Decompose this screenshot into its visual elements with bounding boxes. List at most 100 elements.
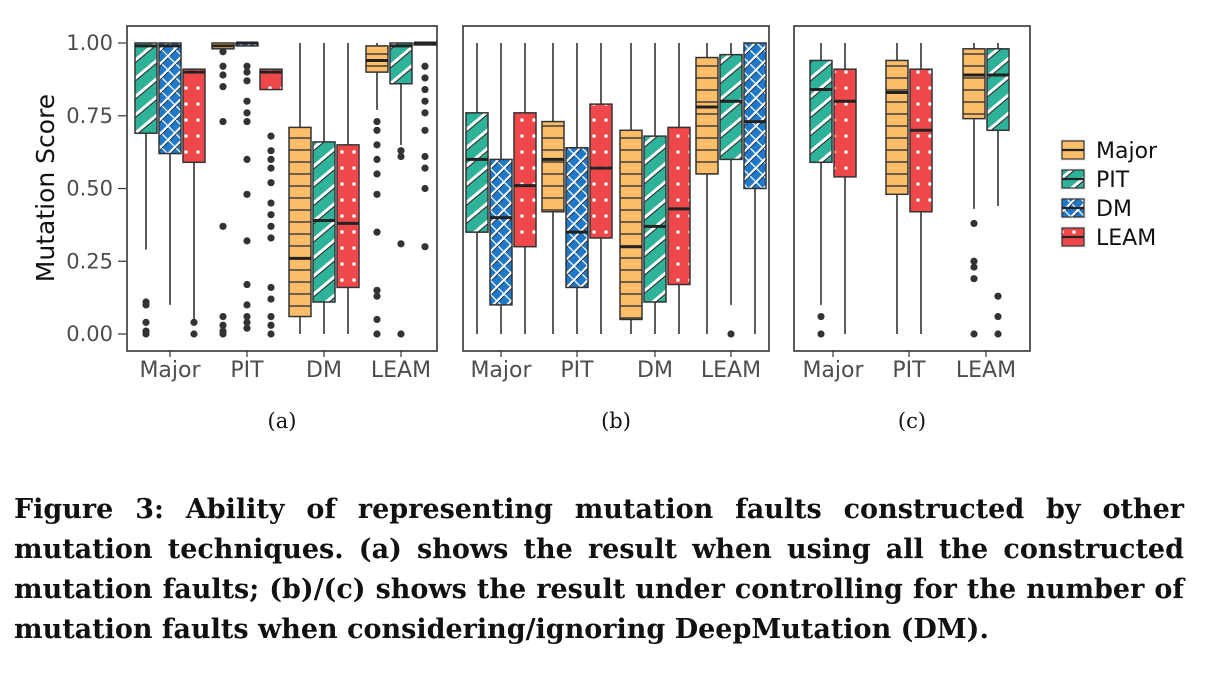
outlier-point: [142, 318, 150, 326]
y-axis-title: Mutation Score: [31, 94, 60, 282]
outlier-point: [243, 62, 251, 70]
outlier-point: [267, 211, 275, 219]
outlier-point: [219, 48, 227, 56]
outlier-point: [421, 62, 429, 70]
outlier-point: [970, 263, 978, 271]
outlier-point: [243, 190, 251, 198]
outlier-point: [243, 97, 251, 105]
x-tick-label: DM: [306, 358, 342, 383]
x-tick-label: Major: [139, 358, 201, 383]
outlier-point: [219, 321, 227, 329]
outlier-point: [421, 184, 429, 193]
outlier-point: [970, 330, 978, 338]
outlier-point: [397, 330, 405, 338]
outlier-point: [994, 292, 1002, 300]
outlier-point: [243, 155, 251, 163]
box-LEAM: [589, 103, 613, 239]
box-PIT: [719, 53, 743, 161]
panel-label: (b): [601, 409, 631, 433]
outlier-point: [421, 164, 429, 172]
box-PIT: [465, 112, 489, 233]
outlier-point: [267, 330, 275, 338]
outlier-point: [267, 199, 275, 207]
legend-label: PIT: [1096, 168, 1130, 193]
outlier-point: [994, 330, 1002, 338]
outlier-point: [190, 318, 198, 326]
outlier-point: [267, 147, 275, 155]
outlier-point: [190, 330, 198, 338]
box-LEAM: [909, 68, 933, 213]
outlier-point: [373, 126, 381, 134]
outlier-point: [267, 234, 275, 242]
outlier-point: [373, 117, 381, 126]
box-LEAM: [667, 126, 691, 286]
legend: Major PIT DM LEAM: [1060, 139, 1158, 251]
box-DM: [565, 147, 589, 289]
x-tick-label: LEAM: [371, 358, 431, 383]
outlier-point: [243, 312, 251, 321]
outlier-point: [970, 275, 978, 283]
x-tick-label: PIT: [230, 358, 264, 383]
outlier-point: [267, 155, 275, 163]
outlier-point: [727, 330, 735, 338]
outlier-point: [817, 330, 825, 338]
y-tick-label: 1.00: [66, 31, 113, 55]
outlier-point: [219, 71, 227, 79]
outlier-point: [373, 170, 381, 178]
box-PIT: [389, 42, 413, 85]
outlier-point: [267, 295, 275, 303]
panel-3: Major PIT LEAM (c): [793, 25, 1031, 433]
outlier-point: [397, 147, 405, 155]
outlier-point: [142, 301, 150, 309]
box-Major: [962, 48, 986, 120]
box-PIT: [986, 48, 1010, 132]
chart-root: Mutation Score 1.00 0.75 0.50 0.25 0.00 Major P…: [31, 25, 1158, 433]
box-Major: [541, 120, 565, 213]
box-Major: [288, 126, 312, 318]
outlier-point: [243, 301, 251, 309]
box-DM: [158, 42, 182, 155]
box-LEAM: [513, 112, 537, 248]
x-tick-label: DM: [637, 358, 673, 383]
box-PIT: [809, 59, 833, 164]
outlier-point: [267, 312, 275, 321]
outlier-point: [267, 164, 275, 172]
outlier-point: [243, 117, 251, 126]
panel-label: (c): [898, 409, 926, 433]
legend-label: LEAM: [1096, 226, 1156, 251]
outlier-point: [373, 190, 381, 198]
outlier-point: [219, 312, 227, 321]
outlier-point: [421, 243, 429, 251]
outlier-point: [243, 68, 251, 76]
box-LEAM: [259, 68, 283, 91]
figure-svg: Mutation Score 1.00 0.75 0.50 0.25 0.00 Major P…: [31, 25, 1158, 433]
box-DM: [743, 42, 767, 190]
outlier-point: [421, 97, 429, 105]
outlier-point: [994, 312, 1002, 321]
outlier-point: [267, 132, 275, 140]
x-tick-label: Major: [802, 358, 864, 383]
outlier-point: [421, 85, 429, 94]
outlier-point: [970, 257, 978, 265]
x-tick-label: LEAM: [701, 358, 761, 383]
x-tick-label: Major: [470, 358, 532, 383]
outlier-point: [219, 62, 227, 70]
outlier-point: [373, 286, 381, 294]
legend-label: DM: [1096, 197, 1132, 222]
y-tick-label: 0.00: [66, 322, 113, 346]
outlier-point: [243, 318, 251, 326]
outlier-point: [267, 283, 275, 292]
outlier-point: [970, 219, 978, 228]
outlier-point: [219, 222, 227, 230]
outlier-point: [243, 77, 251, 85]
outlier-point: [243, 280, 251, 289]
box-Major: [619, 129, 643, 321]
box-LEAM: [182, 68, 206, 164]
outlier-point: [243, 324, 251, 332]
box-DM: [489, 158, 513, 306]
outlier-point: [267, 321, 275, 329]
outlier-point: [373, 228, 381, 236]
outlier-point: [421, 109, 429, 117]
outlier-point: [373, 315, 381, 324]
outlier-point: [219, 330, 227, 338]
